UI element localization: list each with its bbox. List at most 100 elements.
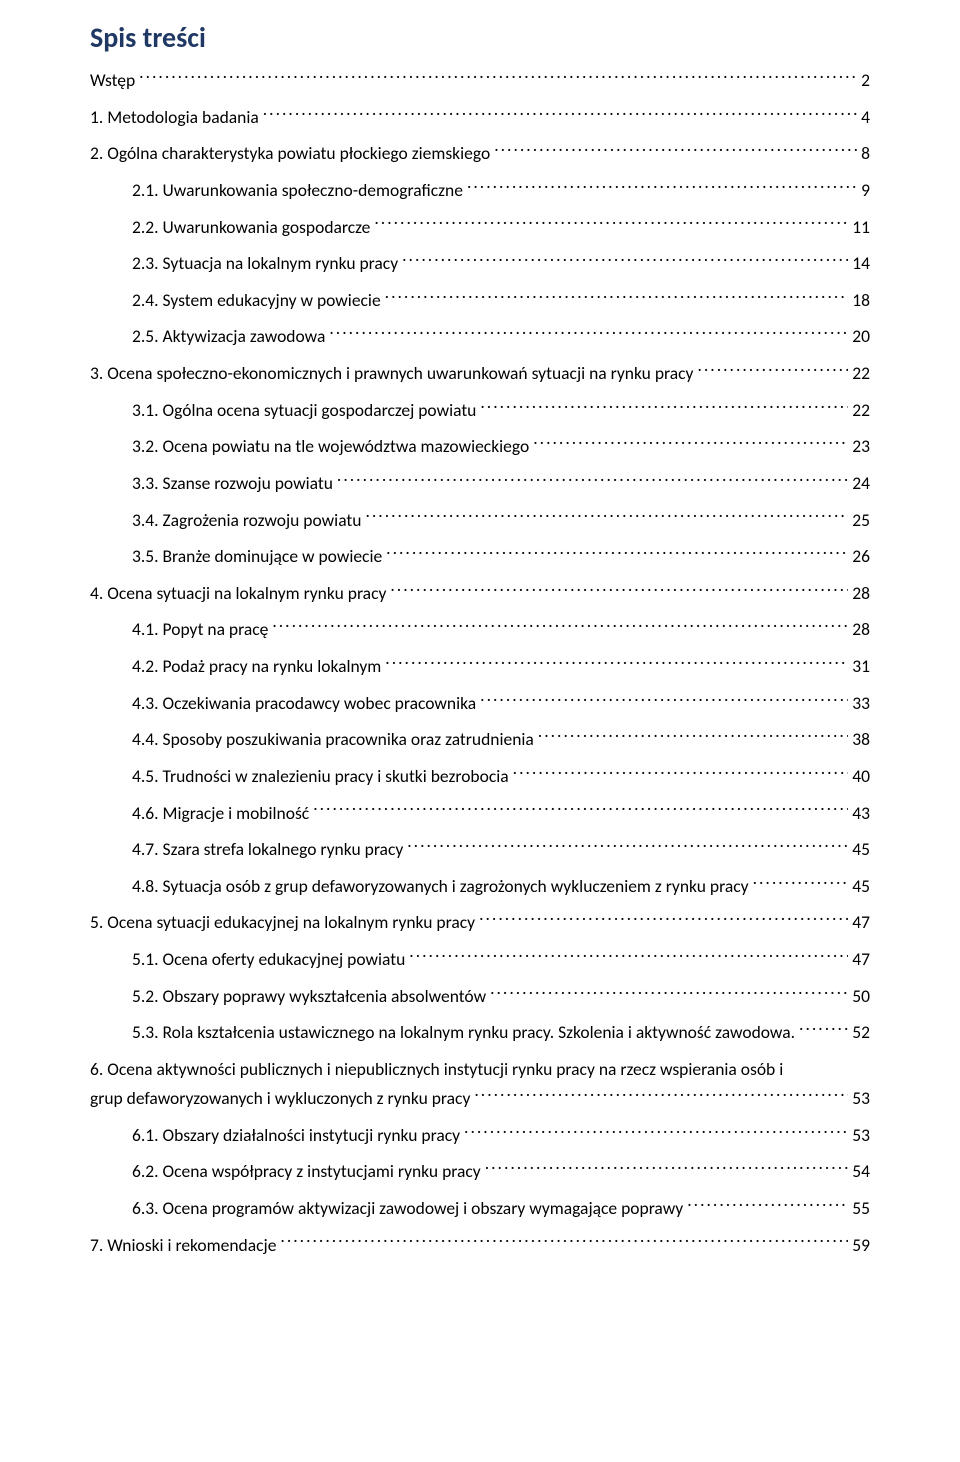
toc-leader [374,215,848,233]
toc-entry[interactable]: 3.3. Szanse rozwoju powiatu 24 [90,470,870,497]
toc-leader [385,655,848,673]
toc-entry[interactable]: 3.1. Ogólna ocena sytuacji gospodarczej … [90,397,870,424]
toc-leader [390,581,848,599]
toc-entry-page: 2 [857,67,870,94]
toc-entry-page: 50 [848,983,870,1010]
toc-entry-label: 7. Wnioski i rekomendacje [90,1232,280,1259]
toc-entry[interactable]: 2.5. Aktywizacja zawodowa 20 [90,323,870,350]
toc-entry-label: 4.2. Podaż pracy na rynku lokalnym [132,653,385,680]
toc-entry-page: 22 [848,397,870,424]
toc-entry-page: 9 [857,177,870,204]
toc-entry[interactable]: 4.7. Szara strefa lokalnego rynku pracy … [90,836,870,863]
toc-entry[interactable]: 4.2. Podaż pracy na rynku lokalnym 31 [90,653,870,680]
toc-leader [494,142,857,160]
toc-entry[interactable]: 4.5. Trudności w znalezieniu pracy i sku… [90,763,870,790]
toc-leader [533,435,848,453]
toc-leader [385,288,849,306]
toc-entry-label: 3. Ocena społeczno-ekonomicznych i prawn… [90,360,697,387]
toc-entry-page: 24 [848,470,870,497]
toc-entry[interactable]: 1. Metodologia badania 4 [90,104,870,131]
toc-leader [480,691,848,709]
toc-entry-label: 6.3. Ocena programów aktywizacji zawodow… [132,1195,687,1222]
toc-leader [490,984,848,1002]
toc-entry[interactable]: 2. Ogólna charakterystyka powiatu płocki… [90,140,870,167]
toc-leader [480,398,848,416]
toc-entry[interactable]: 4.8. Sytuacja osób z grup defaworyzowany… [90,873,870,900]
toc-entry[interactable]: 3. Ocena społeczno-ekonomicznych i prawn… [90,360,870,387]
toc-leader [538,728,848,746]
toc-entry-continuation[interactable]: grup defaworyzowanych i wykluczonych z r… [90,1085,870,1112]
toc-entry-page: 55 [848,1195,870,1222]
toc-entry-page: 22 [848,360,870,387]
toc-leader [687,1196,848,1214]
toc-entry-page: 40 [848,763,870,790]
toc-entry[interactable]: Wstęp 2 [90,67,870,94]
toc-entry[interactable]: 2.4. System edukacyjny w powiecie 18 [90,287,870,314]
toc-entry[interactable]: 6.2. Ocena współpracy z instytucjami ryn… [90,1158,870,1185]
toc-leader [407,838,848,856]
toc-container: Wstęp 2 1. Metodologia badania 4 2. Ogólna… [90,67,870,1259]
toc-entry-page: 4 [857,104,870,131]
toc-entry-page: 52 [848,1019,870,1046]
toc-entry-label: 2.3. Sytuacja na lokalnym rynku pracy [132,250,402,277]
toc-entry[interactable]: 5. Ocena sytuacji edukacyjnej na lokalny… [90,909,870,936]
toc-entry-label: 2. Ogólna charakterystyka powiatu płocki… [90,140,494,167]
toc-entry-label: 4.3. Oczekiwania pracodawcy wobec pracow… [132,690,480,717]
toc-entry-page: 38 [848,726,870,753]
toc-entry[interactable]: 6.1. Obszary działalności instytucji ryn… [90,1122,870,1149]
toc-entry-label: 6. Ocena aktywności publicznych i niepub… [90,1056,787,1083]
toc-entry-label: 2.4. System edukacyjny w powiecie [132,287,385,314]
toc-entry[interactable]: 2.1. Uwarunkowania społeczno-demograficz… [90,177,870,204]
toc-entry[interactable]: 5.2. Obszary poprawy wykształcenia absol… [90,983,870,1010]
toc-entry[interactable]: 3.5. Branże dominujące w powiecie 26 [90,543,870,570]
toc-entry[interactable]: 4.3. Oczekiwania pracodawcy wobec pracow… [90,690,870,717]
toc-entry[interactable]: 2.3. Sytuacja na lokalnym rynku pracy 14 [90,250,870,277]
toc-leader [697,362,848,380]
toc-entry-page: 26 [848,543,870,570]
toc-entry-label: 6.1. Obszary działalności instytucji ryn… [132,1122,464,1149]
toc-entry-label: 3.5. Branże dominujące w powiecie [132,543,386,570]
toc-entry-label: 4.4. Sposoby poszukiwania pracownika ora… [132,726,538,753]
toc-entry[interactable]: 3.2. Ocena powiatu na tle województwa ma… [90,433,870,460]
toc-entry-page: 47 [848,909,870,936]
toc-leader [329,325,848,343]
toc-leader [313,801,848,819]
toc-entry-page: 53 [848,1122,870,1149]
toc-leader [337,471,848,489]
toc-leader [280,1233,848,1251]
toc-entry[interactable]: 6.3. Ocena programów aktywizacji zawodow… [90,1195,870,1222]
toc-leader [263,105,857,123]
toc-entry-label: grup defaworyzowanych i wykluczonych z r… [90,1085,474,1112]
toc-entry[interactable]: 4.4. Sposoby poszukiwania pracownika ora… [90,726,870,753]
toc-entry-page: 28 [848,616,870,643]
toc-entry[interactable]: 4.1. Popyt na pracę 28 [90,616,870,643]
toc-entry-page: 47 [848,946,870,973]
toc-title: Spis treści [90,20,870,55]
toc-leader [402,252,848,270]
toc-entry[interactable]: 5.1. Ocena oferty edukacyjnej powiatu 47 [90,946,870,973]
toc-leader [485,1160,849,1178]
toc-entry-label: 4.7. Szara strefa lokalnego rynku pracy [132,836,407,863]
toc-entry[interactable]: 6. Ocena aktywności publicznych i niepub… [90,1056,870,1083]
toc-entry-page: 45 [848,836,870,863]
toc-entry[interactable]: 7. Wnioski i rekomendacje 59 [90,1232,870,1259]
toc-leader [479,911,848,929]
toc-entry[interactable]: 4.6. Migracje i mobilność 43 [90,800,870,827]
toc-entry-page: 53 [848,1085,870,1112]
toc-entry-page: 45 [848,873,870,900]
toc-entry-label: 2.1. Uwarunkowania społeczno-demograficz… [132,177,467,204]
toc-entry-page: 14 [848,250,870,277]
toc-entry-label: 4.5. Trudności w znalezieniu pracy i sku… [132,763,513,790]
toc-entry-label: 2.5. Aktywizacja zawodowa [132,323,329,350]
toc-entry-page: 20 [848,323,870,350]
toc-entry[interactable]: 3.4. Zagrożenia rozwoju powiatu 25 [90,507,870,534]
toc-entry-label: 4.1. Popyt na pracę [132,616,272,643]
toc-leader [464,1123,848,1141]
toc-entry[interactable]: 5.3. Rola kształcenia ustawicznego na lo… [90,1019,870,1046]
toc-entry[interactable]: 2.2. Uwarunkowania gospodarcze 11 [90,214,870,241]
toc-entry[interactable]: 4. Ocena sytuacji na lokalnym rynku prac… [90,580,870,607]
toc-leader [474,1087,848,1105]
toc-entry-page: 54 [848,1158,870,1185]
toc-entry-page: 18 [848,287,870,314]
toc-leader [386,545,848,563]
